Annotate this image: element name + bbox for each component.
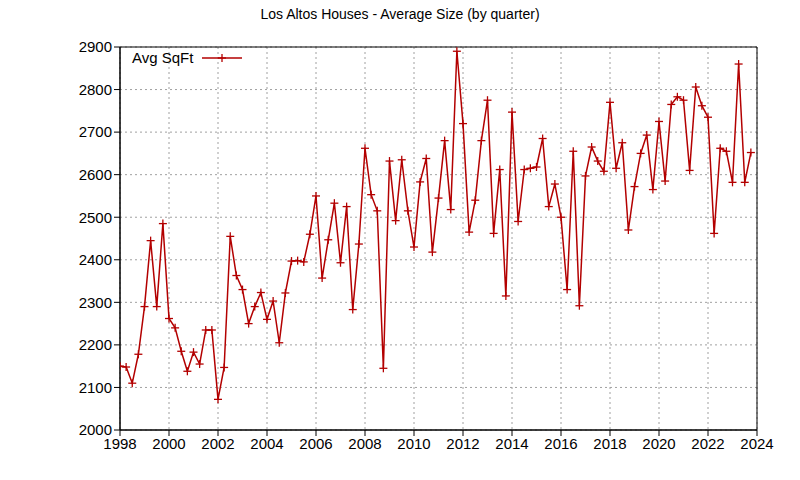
html-text:Avg SqFt: Avg SqFt	[132, 49, 194, 66]
svg-text:2002: 2002	[201, 435, 234, 452]
svg-text:2700: 2700	[79, 123, 112, 140]
svg-text:2018: 2018	[593, 435, 626, 452]
svg-text:2200: 2200	[79, 336, 112, 353]
svg-text:2014: 2014	[495, 435, 528, 452]
svg-text:2020: 2020	[642, 435, 675, 452]
svg-text:1998: 1998	[103, 434, 137, 452]
svg-text:2600: 2600	[79, 166, 112, 183]
svg-text:2300: 2300	[79, 294, 112, 311]
svg-text:2400: 2400	[79, 251, 112, 268]
svg-text:2800: 2800	[79, 81, 112, 98]
svg-text:2006: 2006	[299, 435, 332, 452]
svg-text:2016: 2016	[544, 435, 577, 452]
svg-text:2004: 2004	[250, 435, 283, 452]
svg-text:2008: 2008	[348, 435, 381, 452]
html-text:Los Altos Houses - Average Siz: Los Altos Houses - Average Size (by quar…	[260, 6, 540, 22]
svg-text:2010: 2010	[397, 435, 430, 452]
svg-text:2000: 2000	[79, 421, 112, 438]
svg-text:2012: 2012	[446, 435, 479, 452]
svg-text:2022: 2022	[691, 435, 724, 452]
svg-text:2100: 2100	[79, 379, 112, 396]
svg-text:2000: 2000	[152, 435, 185, 452]
svg-text:2500: 2500	[79, 209, 112, 226]
svg-text:2024: 2024	[740, 435, 773, 452]
svg-text:2900: 2900	[79, 38, 112, 55]
